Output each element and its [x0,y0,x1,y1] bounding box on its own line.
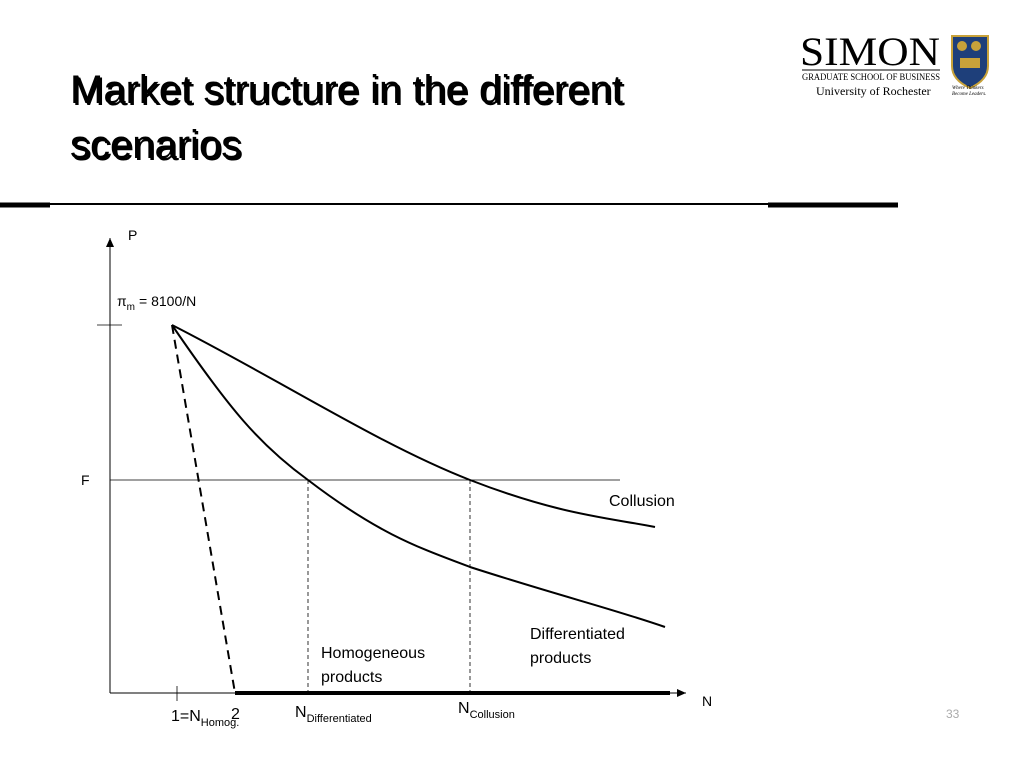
differentiated-label: products [530,650,591,667]
logo-motto: Become Leaders. [952,92,986,97]
profit-label: πm = 8100/N [117,293,196,313]
homogeneous-label: Homogeneous [321,645,425,662]
collusion-label: Collusion [609,493,675,510]
logo-emblem [957,41,967,51]
logo-school: GRADUATE SCHOOL OF BUSINESS [802,72,940,82]
title-shadow: Market structure in the different [72,70,625,114]
logo: SIMON GRADUATE SCHOOL OF BUSINESS Univer… [800,29,989,98]
symbol: N [458,700,470,717]
subscript: Homog. [201,717,240,729]
homogeneous-line [171,324,236,694]
header-rule [0,202,898,208]
symbol: N [295,704,307,721]
logo-emblem [971,41,981,51]
collusion-curve [171,324,656,528]
symbol: π [117,293,127,309]
title-shadow: scenarios [72,125,243,169]
logo-emblem [960,58,980,68]
y-axis-label: P [128,227,137,243]
logo-university: University of Rochester [816,84,931,98]
slide-number: 33 [946,707,960,721]
logo-name: SIMON [800,29,940,74]
differentiated-label: Differentiated [530,626,625,643]
title-line: scenarios [70,123,241,167]
fixed-cost-label: F [81,472,90,488]
diagram: P N F πm = 8100/N Collusion Differentiate… [81,227,712,729]
subscript: Differentiated [307,713,372,725]
title: Market structure in the different Market… [70,68,625,169]
title-line: Market structure in the different [70,68,623,112]
subscript: m [127,302,135,313]
homogeneous-label: products [321,669,382,686]
n-collusion-label: NCollusion [458,700,515,721]
n-homog-label: 1=NHomog. [171,708,239,729]
formula: = 8100/N [139,293,196,309]
x-axis-label: N [702,693,712,709]
differentiated-curve [171,324,666,628]
prefix: 1=N [171,708,201,725]
n-homog-suffix: 2 [231,706,240,723]
subscript: Collusion [470,709,515,721]
n-differentiated-label: NDifferentiated [295,704,372,725]
logo-motto: Where Thinkers [952,86,984,91]
